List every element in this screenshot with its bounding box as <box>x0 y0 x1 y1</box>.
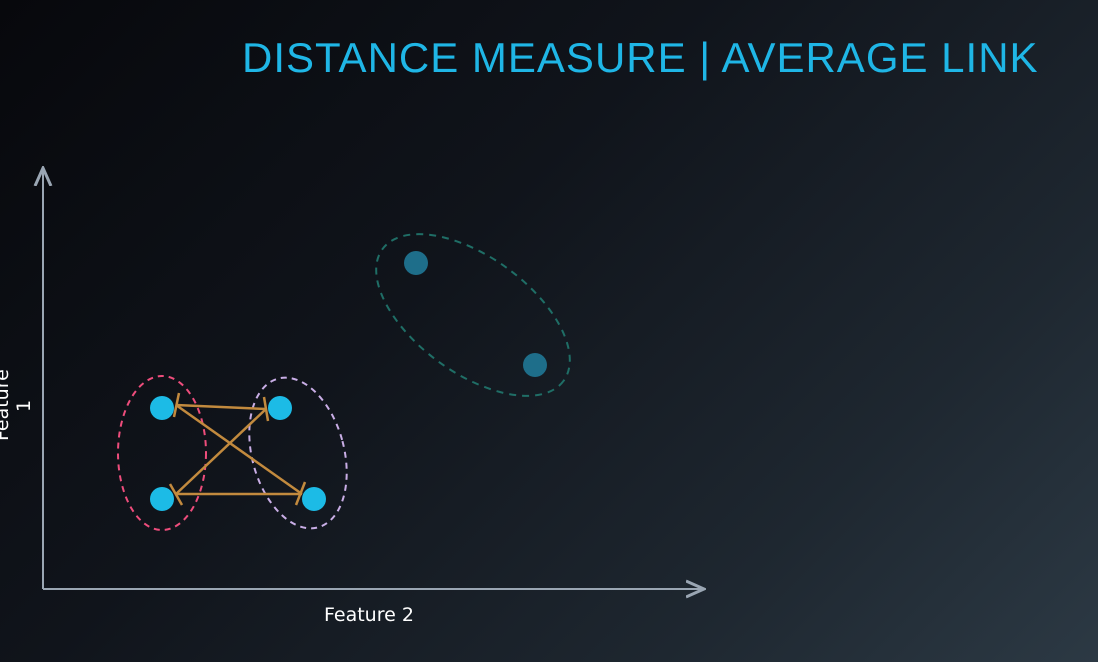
link-tick <box>172 392 181 418</box>
data-point <box>150 487 174 511</box>
data-point-far <box>523 353 547 377</box>
cluster-b-outline <box>248 376 348 530</box>
link-line <box>175 403 267 411</box>
slide-title: DISTANCE MEASURE | AVERAGE LINK <box>242 34 1039 81</box>
data-point-far <box>404 251 428 275</box>
y-axis-label: Feature 1 <box>0 369 35 441</box>
link-line <box>175 408 267 495</box>
cluster-a-outline <box>117 375 207 531</box>
cluster-c-outline <box>375 233 571 397</box>
link-tick <box>262 396 270 422</box>
link-line <box>175 403 303 496</box>
x-axis-label: Feature 2 <box>324 604 414 626</box>
link-tick <box>168 483 184 506</box>
data-point <box>268 396 292 420</box>
data-point <box>150 396 174 420</box>
data-point <box>302 487 326 511</box>
link-tick <box>294 481 307 506</box>
